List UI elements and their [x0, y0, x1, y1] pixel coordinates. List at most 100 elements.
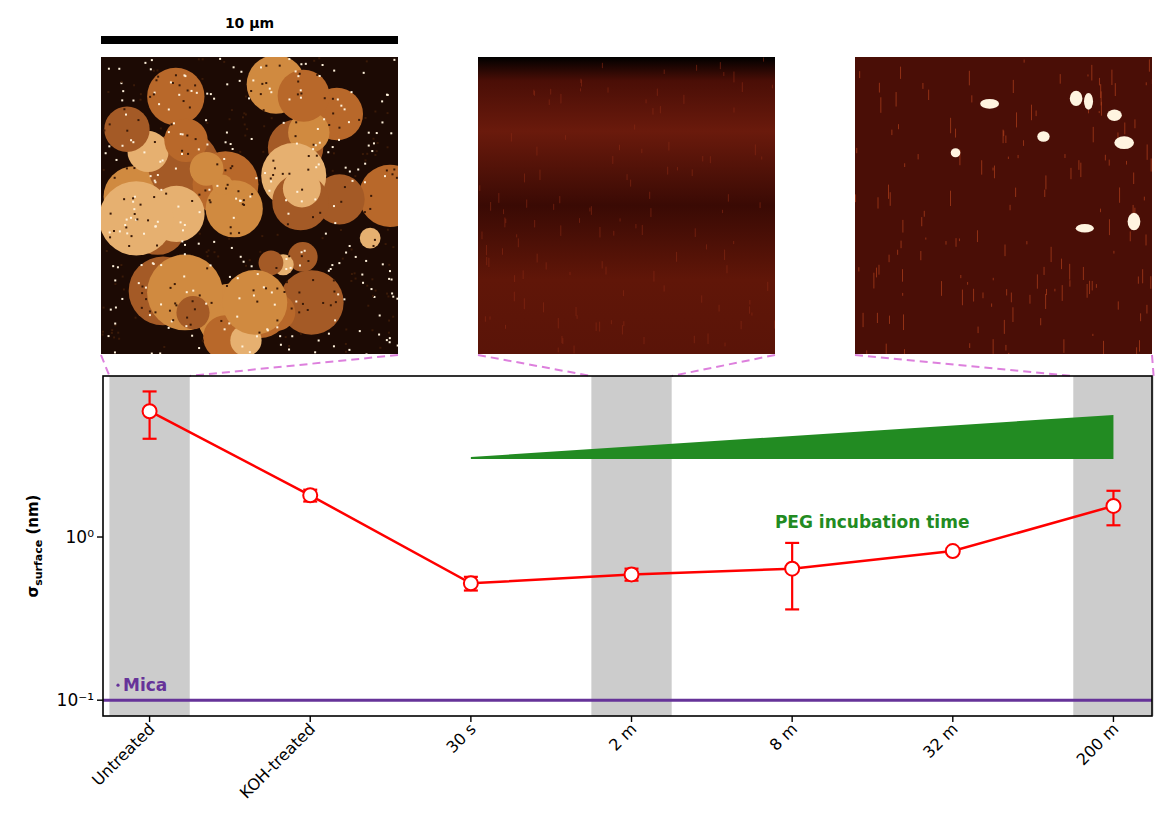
image-speckle — [288, 58, 290, 60]
image-streak — [505, 219, 506, 223]
image-streak — [950, 118, 951, 133]
image-streak — [1149, 59, 1150, 71]
image-speckle — [137, 119, 139, 121]
image-streak — [767, 282, 768, 291]
image-particle — [1037, 131, 1049, 142]
image-speckle — [113, 336, 115, 338]
image-streak — [1011, 293, 1012, 303]
image-speckle — [328, 333, 330, 335]
image-speckle — [333, 291, 335, 293]
image-streak — [1061, 259, 1062, 270]
image-streak — [622, 325, 623, 334]
image-speckle — [359, 330, 361, 332]
image-speckle — [378, 334, 380, 336]
image-streak — [1099, 111, 1100, 113]
image-streak — [644, 337, 645, 344]
image-speckle — [175, 168, 177, 170]
image-speckle — [312, 148, 314, 150]
image-speckle — [231, 109, 233, 111]
image-streak — [1109, 160, 1110, 166]
image-streak — [657, 89, 658, 96]
image-speckle — [392, 296, 394, 298]
image-streak — [902, 269, 903, 281]
image-streak — [1152, 79, 1153, 84]
image-speckle — [133, 167, 135, 169]
image-speckle — [245, 113, 247, 115]
image-streak — [960, 275, 961, 278]
image-streak — [981, 160, 982, 174]
image-speckle — [333, 152, 335, 154]
image-speckle — [180, 221, 182, 223]
image-speckle — [287, 213, 289, 215]
image-streak — [856, 148, 857, 153]
image-speckle — [168, 108, 170, 110]
image-speckle — [207, 255, 209, 257]
image-speckle — [393, 168, 395, 170]
image-speckle — [387, 295, 389, 297]
image-speckle — [229, 276, 231, 278]
image-speckle — [296, 143, 298, 145]
image-speckle — [223, 158, 225, 160]
image-speckle — [155, 79, 157, 81]
image-streak — [605, 267, 606, 275]
image-speckle — [270, 91, 272, 93]
image-speckle — [288, 98, 290, 100]
image-streak — [772, 85, 773, 89]
image-speckle — [210, 93, 212, 95]
image-speckle — [327, 151, 329, 153]
image-speckle — [283, 291, 285, 293]
scale-bar-label: 10 µm — [225, 15, 274, 31]
image-streak — [1060, 74, 1061, 84]
image-speckle — [315, 144, 317, 146]
image-streak — [534, 220, 535, 227]
image-speckle — [298, 311, 300, 313]
image-speckle — [319, 75, 321, 77]
image-streak — [1031, 105, 1032, 121]
image-streak — [602, 261, 603, 268]
image-speckle — [240, 200, 242, 202]
image-streak — [971, 95, 972, 102]
image-speckle — [118, 338, 120, 340]
image-patch — [147, 255, 223, 331]
image-streak — [863, 313, 864, 327]
image-speckle — [165, 193, 167, 195]
image-speckle — [368, 145, 370, 147]
image-speckle — [109, 123, 111, 125]
image-speckle — [206, 251, 208, 253]
image-streak — [695, 228, 696, 237]
image-streak — [561, 336, 562, 343]
image-speckle — [157, 221, 159, 223]
image-speckle — [199, 211, 201, 213]
image-streak — [485, 316, 486, 321]
image-streak — [1044, 267, 1045, 275]
image-streak — [889, 316, 890, 324]
image-streak — [602, 63, 603, 68]
image-speckle — [354, 272, 356, 274]
image-speckle — [391, 173, 393, 175]
image-speckle — [228, 322, 230, 324]
image-streak — [1003, 130, 1004, 144]
image-speckle — [357, 168, 359, 170]
image-streak — [558, 348, 559, 353]
image-streak — [1062, 285, 1063, 301]
image-speckle — [390, 132, 392, 134]
image-streak — [889, 255, 890, 263]
image-speckle — [364, 211, 366, 213]
image-streak — [580, 88, 581, 91]
image-streak — [692, 169, 693, 176]
image-streak — [668, 142, 669, 151]
image-speckle — [233, 66, 235, 68]
afm-image — [478, 57, 775, 354]
image-streak — [1124, 122, 1125, 134]
image-speckle — [269, 88, 271, 90]
image-streak — [653, 271, 654, 282]
image-speckle — [147, 219, 149, 221]
image-streak — [570, 272, 571, 275]
image-speckle — [125, 226, 127, 228]
image-streak — [676, 252, 677, 262]
image-speckle — [328, 124, 330, 126]
image-speckle — [198, 347, 200, 349]
afm-image — [101, 57, 398, 354]
image-speckle — [168, 327, 170, 329]
image-speckle — [319, 212, 321, 214]
